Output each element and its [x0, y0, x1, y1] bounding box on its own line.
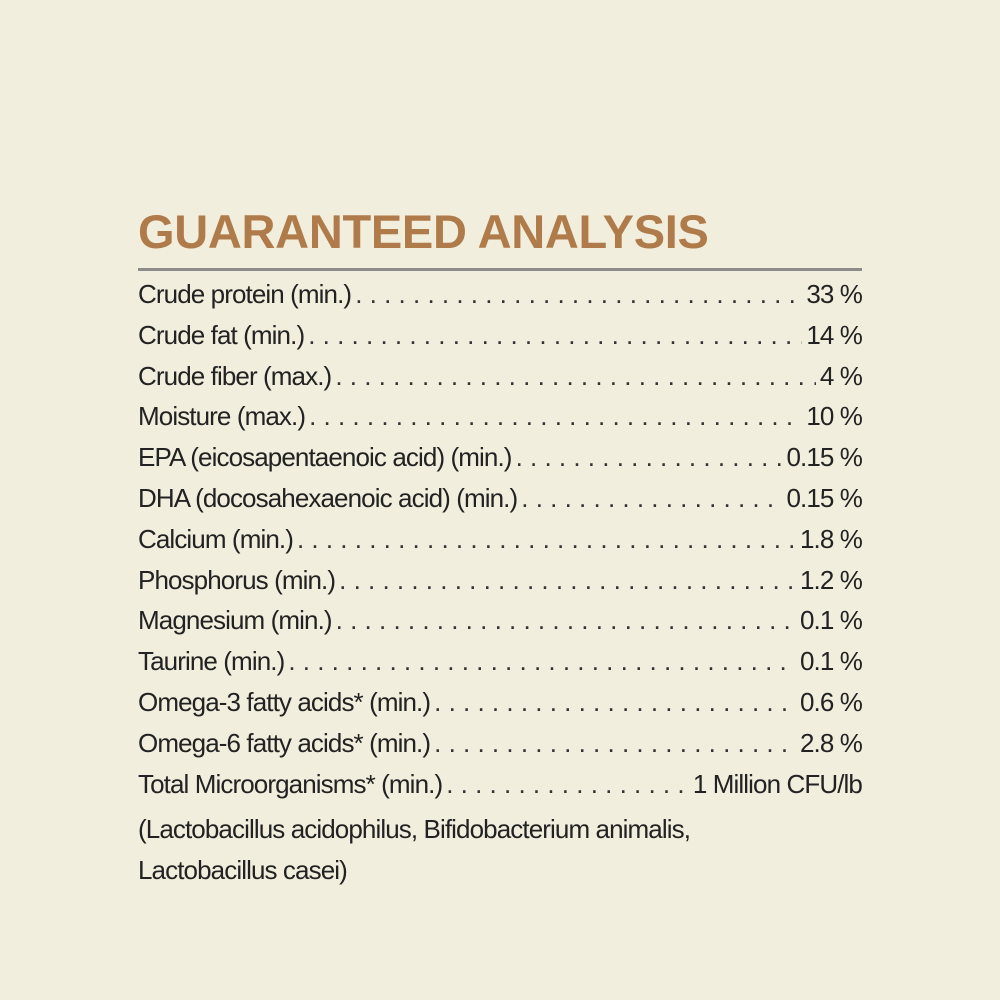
- nutrient-label: DHA (docosahexaenoic acid) (min.): [138, 482, 518, 513]
- nutrient-value: 1.8 %: [800, 523, 863, 554]
- dot-leader: [309, 401, 802, 432]
- analysis-row: Calcium (min.) 1.8 %: [138, 523, 863, 565]
- nutrient-label: Omega-3 fatty acids* (min.): [138, 686, 431, 717]
- dot-leader: [434, 687, 796, 718]
- guaranteed-analysis-panel: GUARANTEED ANALYSIS Crude protein (min.)…: [138, 204, 863, 891]
- dot-leader: [335, 361, 816, 392]
- nutrient-value: 0.6 %: [800, 686, 863, 717]
- nutrient-value: 10 %: [806, 401, 863, 432]
- nutrient-value: 0.1 %: [800, 646, 863, 677]
- nutrient-label: Crude protein (min.): [138, 279, 352, 309]
- nutrient-label: Calcium (min.): [138, 523, 294, 554]
- analysis-row: Crude protein (min.) 33 %: [138, 279, 863, 320]
- dot-leader: [339, 565, 796, 596]
- nutrient-label: Taurine (min.): [138, 646, 285, 677]
- nutrient-value: 4 %: [819, 360, 863, 391]
- dot-leader: [434, 728, 796, 759]
- dot-leader: [308, 320, 802, 351]
- nutrient-value: 0.1 %: [800, 605, 863, 636]
- nutrient-value: 1 Million CFU/lb: [692, 768, 863, 799]
- nutrient-value: 1.2 %: [800, 564, 863, 595]
- dot-leader: [297, 524, 796, 555]
- nutrient-value: 14 %: [806, 319, 863, 350]
- analysis-row: DHA (docosahexaenoic acid) (min.) 0.15 %: [138, 482, 863, 524]
- dot-leader: [516, 442, 783, 473]
- dot-leader: [288, 646, 796, 677]
- nutrient-value: 0.15 %: [786, 482, 862, 513]
- nutrient-label: Crude fiber (max.): [138, 360, 332, 391]
- nutrient-value: 33 %: [806, 279, 863, 309]
- nutrient-label: Omega-6 fatty acids* (min.): [138, 727, 431, 758]
- analysis-row: Phosphorus (min.) 1.2 %: [138, 564, 863, 606]
- title-divider: [138, 268, 862, 271]
- analysis-row: Magnesium (min.) 0.1 %: [138, 605, 863, 646]
- nutrient-value: 0.15 %: [786, 442, 862, 473]
- nutrient-label: Total Microorganisms* (min.): [138, 768, 443, 799]
- analysis-row: EPA (eicosapentaenoic acid) (min.) 0.15 %: [138, 442, 863, 483]
- nutrient-label: Crude fat (min.): [138, 319, 305, 350]
- nutrient-value: 2.8 %: [800, 727, 863, 758]
- nutrient-label: Magnesium (min.): [138, 605, 333, 636]
- nutrient-label: Phosphorus (min.): [138, 564, 336, 595]
- analysis-row: Moisture (max.) 10 %: [138, 401, 863, 442]
- analysis-row: Taurine (min.) 0.1 %: [138, 646, 863, 687]
- analysis-row: Omega-6 fatty acids* (min.) 2.8 %: [138, 727, 863, 769]
- analysis-row: Omega-3 fatty acids* (min.) 0.6 %: [138, 686, 863, 728]
- microorganism-note-line-1: (Lactobacillus acidophilus, Bifidobacter…: [138, 814, 691, 845]
- analysis-row: Crude fat (min.) 14 %: [138, 319, 863, 361]
- nutrient-label: EPA (eicosapentaenoic acid) (min.): [138, 442, 512, 473]
- analysis-row: Crude fiber (max.) 4 %: [138, 360, 863, 402]
- dot-leader: [521, 483, 782, 514]
- nutrient-label: Moisture (max.): [138, 401, 306, 432]
- dot-leader: [355, 279, 802, 310]
- analysis-row: Total Microorganisms* (min.) 1 Million CF…: [138, 768, 863, 810]
- dot-leader: [336, 605, 796, 636]
- analysis-table: Crude protein (min.) 33 % Crude fat (min.)…: [138, 279, 863, 810]
- microorganism-note-line-2: Lactobacillus casei): [138, 855, 348, 886]
- section-title: GUARANTEED ANALYSIS: [138, 205, 709, 258]
- dot-leader: [446, 769, 689, 800]
